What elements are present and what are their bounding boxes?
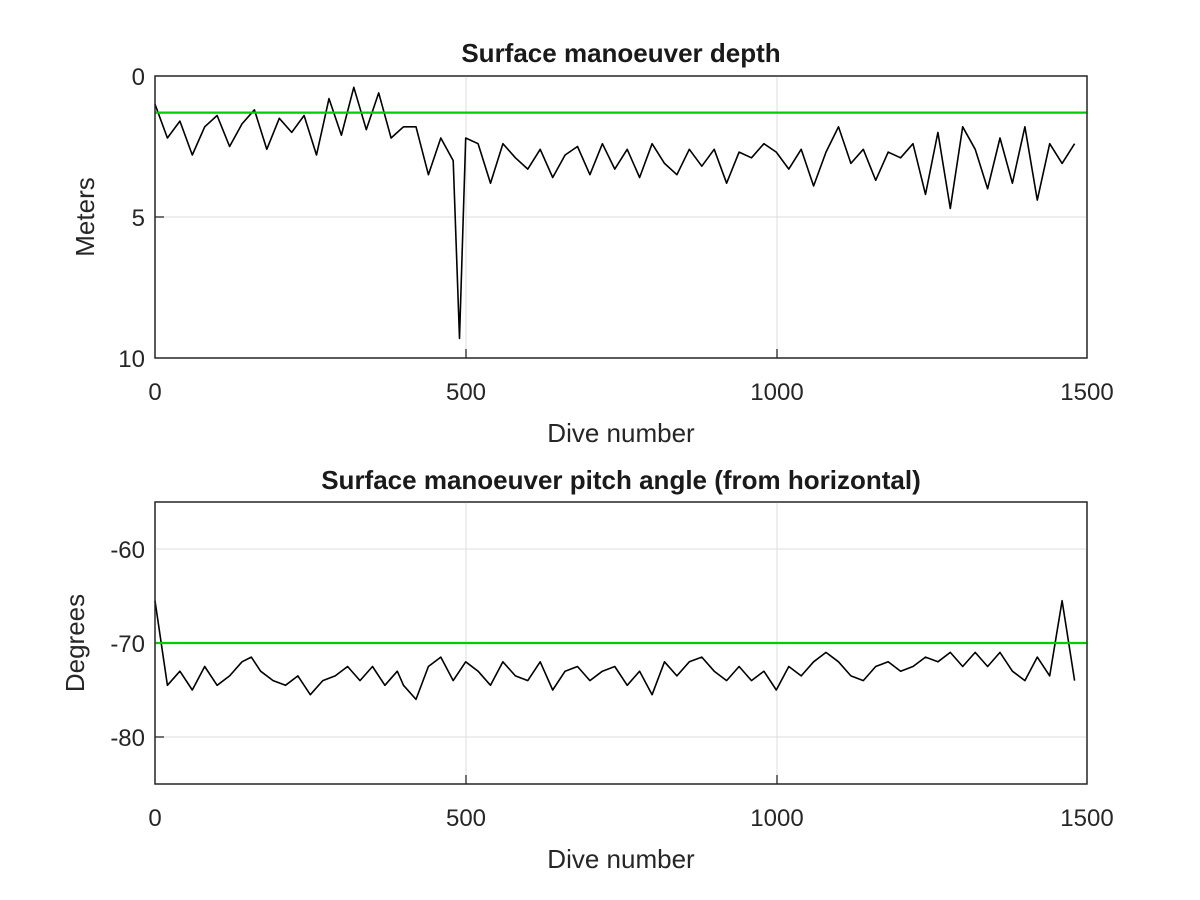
pitch-ytick-label: -70 <box>110 631 145 658</box>
depth-ticks <box>155 216 778 358</box>
depth-xtick-label: 1000 <box>750 379 803 406</box>
depth-x-axis-label: Dive number <box>547 418 695 448</box>
pitch-series <box>154 599 1076 701</box>
pitch-series-line-0 <box>154 599 1076 701</box>
depth-chart: Surface manoeuver depth 0 5 10 0 500 100… <box>70 38 1114 448</box>
pitch-y-axis-label: Degrees <box>60 594 90 692</box>
pitch-chart-title: Surface manoeuver pitch angle (from hori… <box>321 465 921 495</box>
pitch-plot-border <box>154 501 1088 785</box>
pitch-ytick-label: -60 <box>110 537 145 564</box>
pitch-ytick-label: -80 <box>110 725 145 752</box>
depth-xtick-label: 0 <box>148 379 161 406</box>
pitch-chart: Surface manoeuver pitch angle (from hori… <box>60 465 1114 874</box>
depth-ytick-label: 10 <box>118 346 145 373</box>
pitch-ticks <box>155 736 778 784</box>
depth-ytick-label: 0 <box>132 64 145 91</box>
pitch-x-axis-label: Dive number <box>547 844 695 874</box>
pitch-xtick-label: 1000 <box>750 805 803 832</box>
depth-xtick-label: 1500 <box>1060 379 1113 406</box>
pitch-xtick-label: 500 <box>446 805 486 832</box>
depth-ytick-label: 5 <box>132 205 145 232</box>
depth-plot-border <box>154 75 1088 359</box>
pitch-xtick-label: 0 <box>148 805 161 832</box>
depth-series <box>154 86 1076 340</box>
depth-xtick-label: 500 <box>446 379 486 406</box>
depth-series-line-0 <box>154 86 1076 340</box>
pitch-xtick-label: 1500 <box>1060 805 1113 832</box>
depth-y-axis-label: Meters <box>70 177 100 256</box>
depth-grid <box>155 76 1087 358</box>
depth-chart-title: Surface manoeuver depth <box>461 38 780 68</box>
